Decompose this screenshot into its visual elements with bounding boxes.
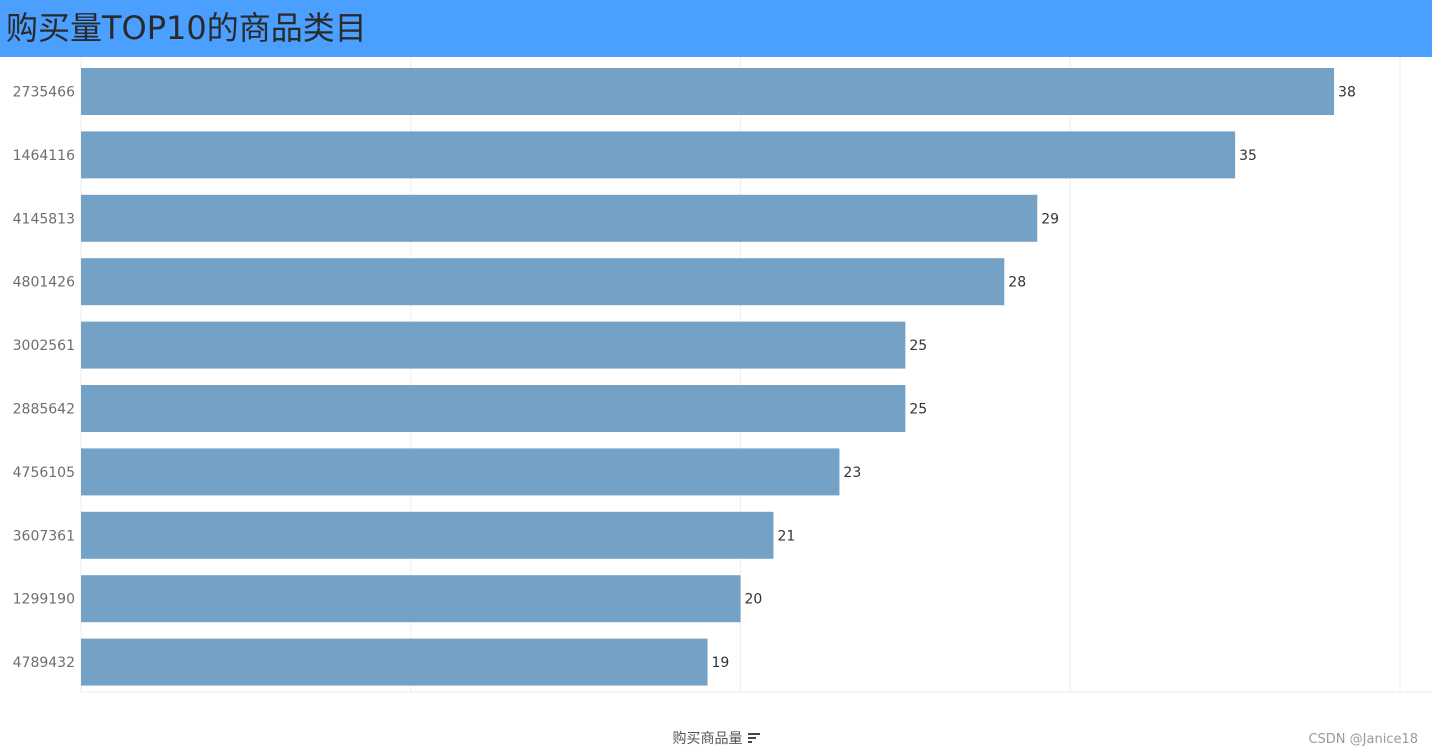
category-label-1464116: 1464116 (13, 148, 75, 164)
value-label-3002561: 25 (909, 338, 927, 354)
bar-4801426[interactable] (81, 258, 1005, 306)
category-label-1299190: 1299190 (13, 592, 75, 608)
value-label-4756105: 23 (843, 465, 861, 481)
chart-title: 购买量TOP10的商品类目 (6, 9, 367, 47)
value-label-1464116: 35 (1239, 148, 1257, 164)
bar-2885642[interactable] (81, 385, 906, 432)
sort-descending-icon[interactable] (747, 732, 760, 744)
category-label-2735466: 2735466 (13, 85, 75, 101)
bar-4789432[interactable] (81, 638, 708, 686)
bars (81, 68, 1335, 686)
category-label-2885642: 2885642 (13, 402, 75, 418)
bar-3607361[interactable] (81, 511, 774, 559)
category-label-4801426: 4801426 (13, 275, 75, 291)
title-bar: 购买量TOP10的商品类目 (0, 0, 1432, 57)
category-label-4145813: 4145813 (13, 211, 75, 227)
x-axis-title: 购买商品量 (672, 731, 743, 747)
value-label-3607361: 21 (777, 528, 795, 544)
value-label-4145813: 29 (1041, 211, 1059, 227)
bar-3002561[interactable] (81, 321, 906, 369)
bar-2735466[interactable] (81, 68, 1335, 115)
bar-chart: 2735466 1464116 4145813 4801426 3002561 28856… (13, 57, 1432, 693)
bar-4756105[interactable] (81, 448, 840, 496)
bar-4145813[interactable] (81, 194, 1038, 242)
category-labels: 2735466 1464116 4145813 4801426 3002561 28856… (13, 85, 75, 672)
value-label-1299190: 20 (745, 592, 763, 608)
value-label-4801426: 28 (1008, 275, 1026, 291)
category-label-3002561: 3002561 (13, 338, 75, 354)
x-axis-title-wrap: 购买商品量 (0, 728, 1432, 748)
bar-1464116[interactable] (81, 131, 1236, 179)
category-label-4789432: 4789432 (13, 655, 75, 671)
value-label-4789432: 19 (712, 655, 730, 671)
value-labels: 38 35 29 28 25 25 23 21 20 19 (712, 85, 1356, 672)
value-label-2735466: 38 (1338, 85, 1356, 101)
value-label-2885642: 25 (909, 402, 927, 418)
category-label-4756105: 4756105 (13, 465, 75, 481)
bar-1299190[interactable] (81, 575, 741, 623)
category-label-3607361: 3607361 (13, 528, 75, 544)
watermark: CSDN @Janice18 (1308, 732, 1418, 747)
